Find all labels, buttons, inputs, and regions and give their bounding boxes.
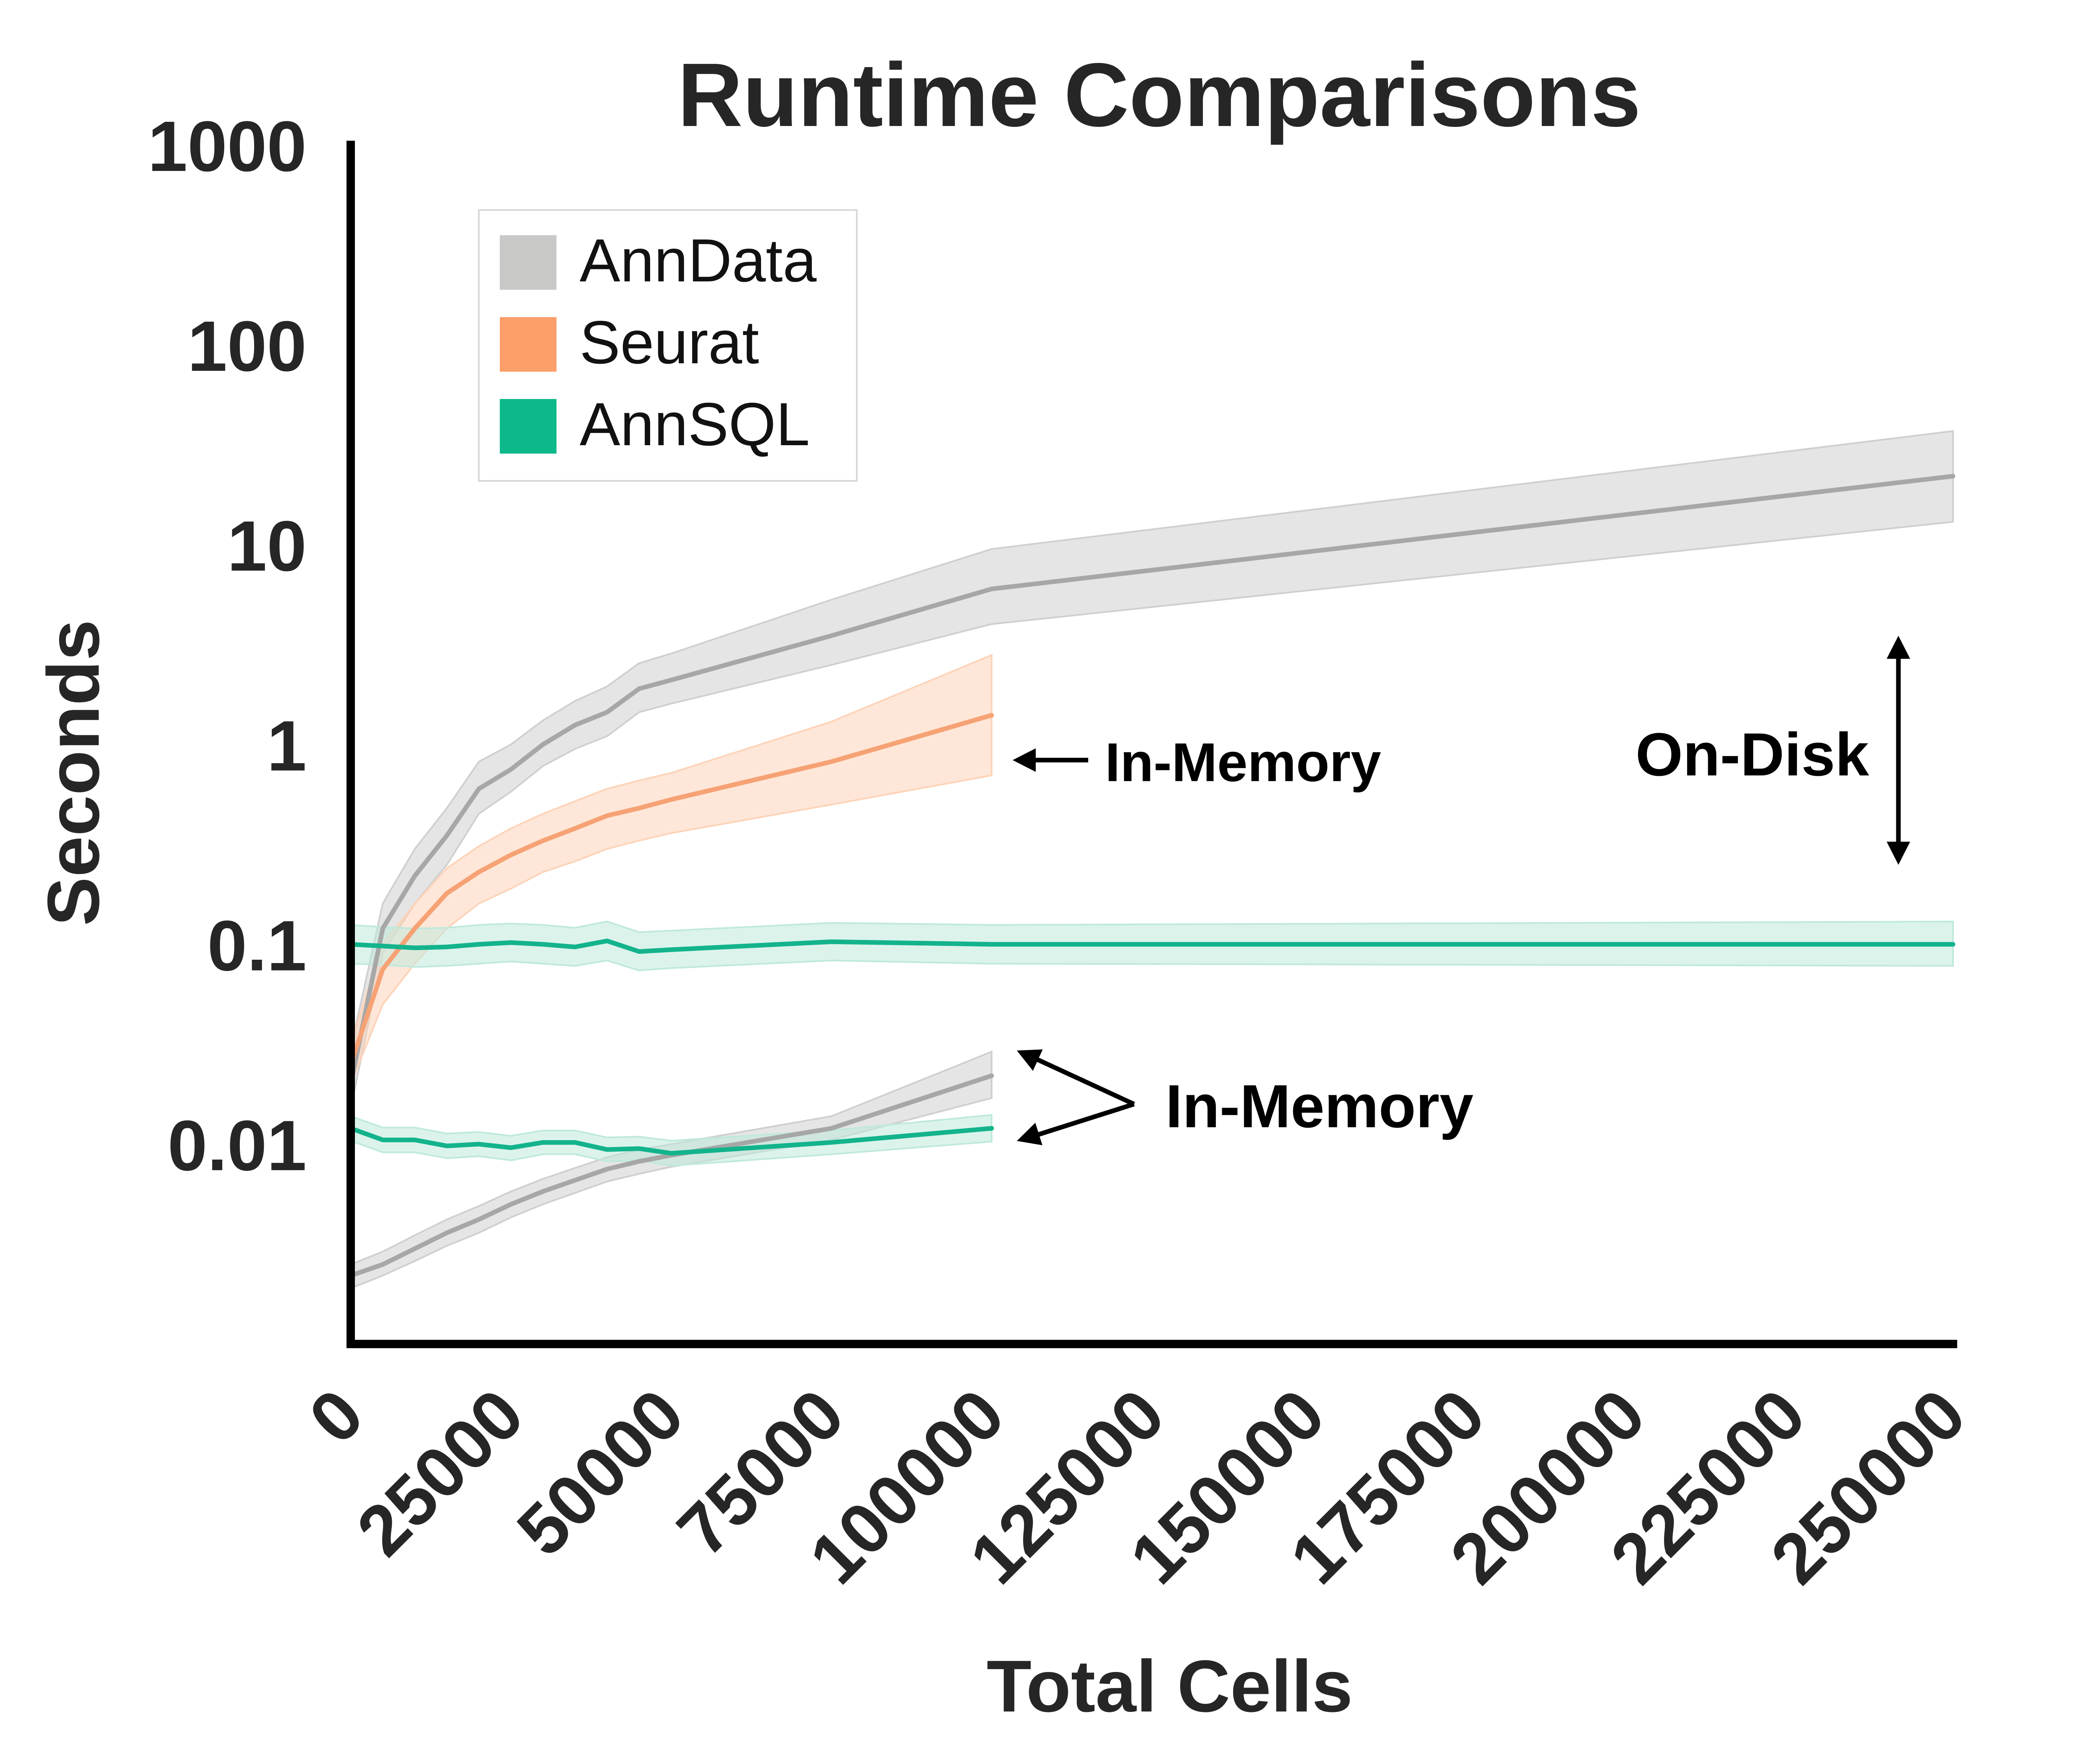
legend-label-anndata: AnnData	[580, 226, 817, 294]
band-series-4	[350, 1114, 992, 1167]
annotation-label-on-disk: On-Disk	[1635, 720, 1869, 788]
series-lines	[348, 474, 1956, 1278]
legend: AnnData Seurat AnnSQL	[478, 209, 858, 482]
annotation-arrowhead-in-memory-upper	[1017, 1049, 1043, 1071]
y-tick-label: 1000	[148, 107, 307, 186]
legend-swatch-seurat	[500, 317, 556, 372]
legend-swatch-anndata	[500, 235, 556, 290]
legend-label-annsql: AnnSQL	[580, 390, 810, 458]
y-tick-label: 0.1	[207, 906, 307, 986]
y-axis-label: Seconds	[33, 620, 115, 926]
chart-title: Runtime Comparisons	[677, 44, 1641, 145]
annotations: In-Memory On-Disk In-Memory	[1013, 635, 1910, 1145]
band-series-0	[350, 430, 1954, 1109]
line-series-0	[348, 474, 1956, 1087]
annotation-arrowhead-on-disk-bottom	[1887, 841, 1910, 865]
legend-swatch-annsql	[500, 399, 556, 454]
annotation-arrowhead-in-memory-lower	[1017, 1123, 1042, 1145]
line-series-1	[348, 713, 994, 1067]
line-series-4	[348, 1126, 994, 1156]
annotation-arrow-in-memory-upper	[1030, 1055, 1135, 1106]
x-axis-label: Total Cells	[987, 1646, 1353, 1727]
y-tick-label: 0.01	[168, 1106, 307, 1186]
annotation-arrowhead-on-disk-top	[1887, 635, 1910, 659]
y-tick-label: 1	[267, 706, 307, 786]
axes	[346, 141, 1957, 1348]
legend-label-seurat: Seurat	[580, 308, 759, 376]
line-series-2	[348, 938, 1956, 954]
band-series-3	[350, 1050, 992, 1290]
annotation-arrow-in-memory-lower	[1031, 1102, 1135, 1139]
y-tick-label: 100	[187, 307, 307, 386]
annotation-label-in-memory-fork: In-Memory	[1166, 1072, 1473, 1140]
annotation-arrowhead-seurat	[1013, 748, 1036, 772]
y-tick-label: 10	[227, 507, 307, 586]
annotation-label-in-memory-seurat: In-Memory	[1105, 732, 1381, 793]
